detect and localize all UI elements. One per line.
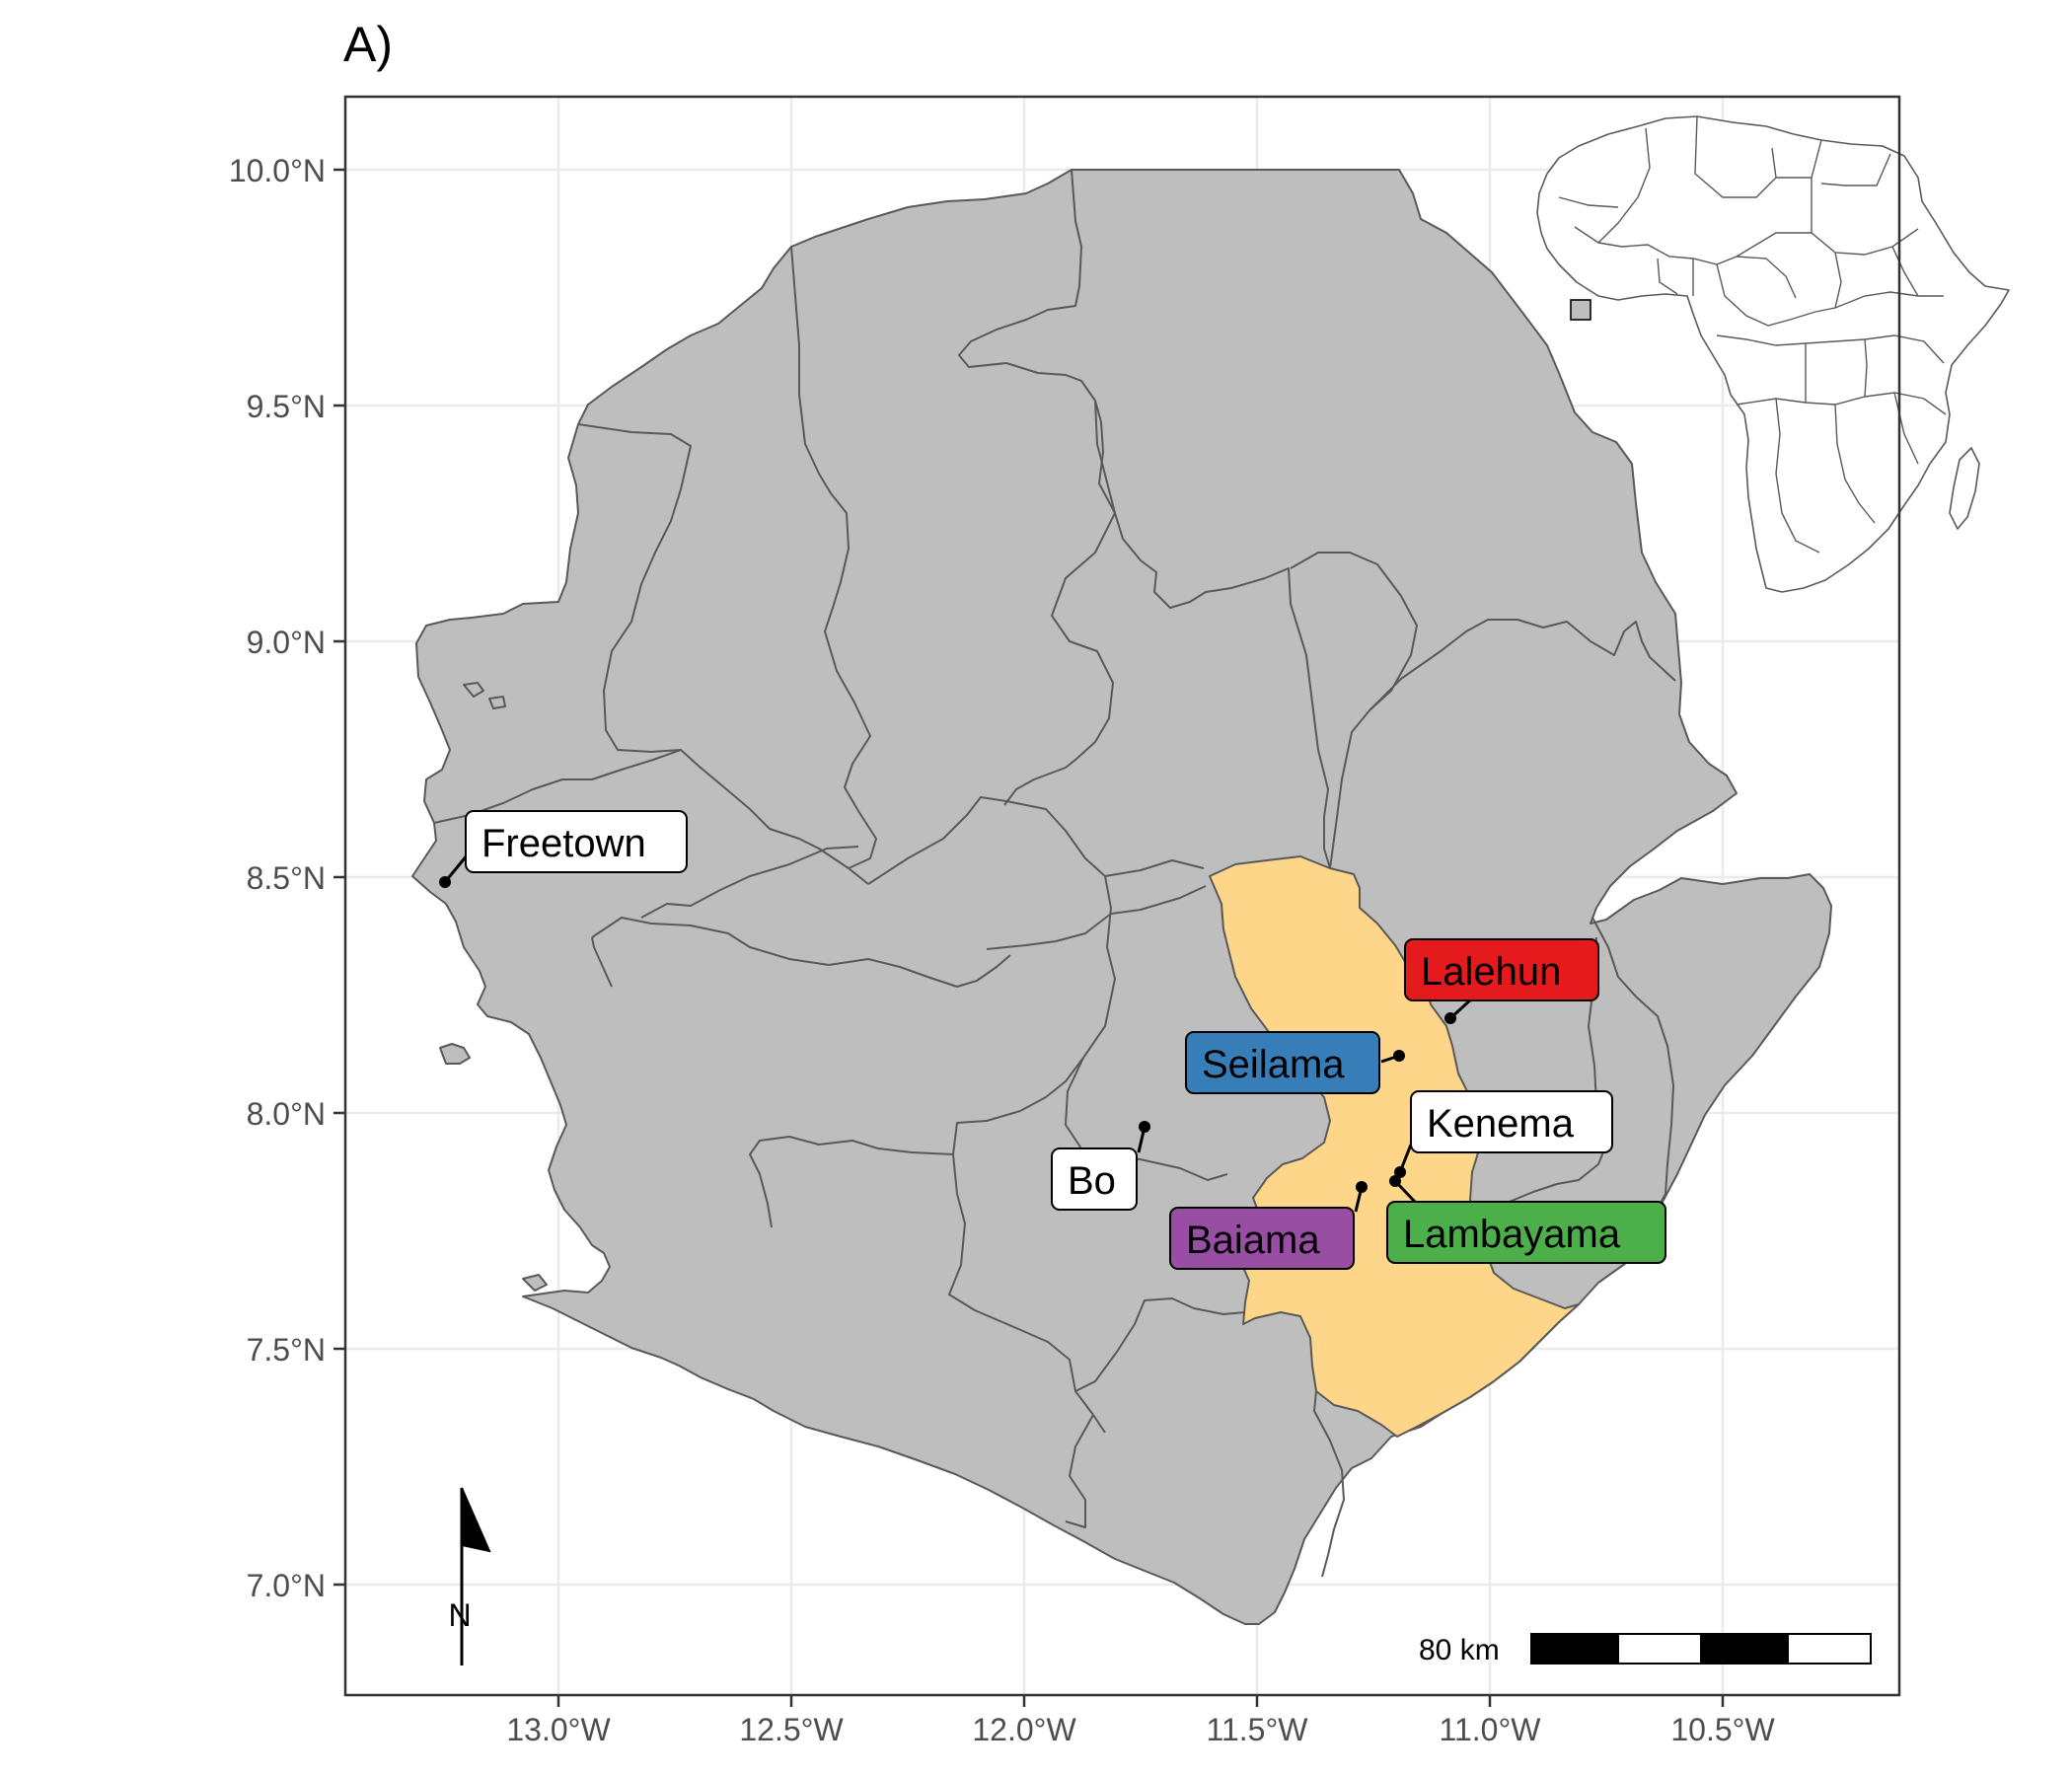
- lalehun-label-box: [1404, 938, 1599, 1001]
- north-arrow-icon: [461, 1487, 491, 1553]
- north-arrow: N: [448, 1487, 491, 1665]
- freetown-label-box: [465, 810, 688, 873]
- bo-marker: [1139, 1121, 1150, 1133]
- freetown-label: Freetown: [439, 810, 688, 888]
- bo-label-box: [1051, 1147, 1138, 1211]
- y-axis-labels: 10.0°N 9.5°N 9.0°N 8.5°N 8.0°N 7.5°N 7.0…: [229, 153, 326, 1603]
- panel-border: [343, 95, 1901, 1697]
- lalehun-label: Lalehun: [1404, 938, 1599, 1024]
- baiama-label-text: Baiama: [1186, 1219, 1320, 1262]
- seilama-marker: [1393, 1050, 1405, 1062]
- seilama-label: Seilama: [1185, 1031, 1405, 1094]
- coastal-islands: [439, 682, 548, 1292]
- bo-label: Bo: [1051, 1121, 1150, 1211]
- bo-label-text: Bo: [1068, 1159, 1116, 1203]
- y-tick-label: 7.0°N: [247, 1568, 326, 1603]
- lambayama-label-text: Lambayama: [1403, 1213, 1621, 1256]
- x-tick-label: 11.5°W: [1207, 1712, 1309, 1747]
- lalehun-marker: [1444, 1012, 1456, 1024]
- x-tick-label: 13.0°W: [506, 1712, 611, 1747]
- y-tick-label: 10.0°N: [229, 153, 326, 188]
- kenema-label-text: Kenema: [1427, 1102, 1575, 1146]
- baiama-label-box: [1169, 1207, 1355, 1270]
- x-tick-label: 12.5°W: [739, 1712, 844, 1747]
- seilama-label-box: [1185, 1031, 1380, 1094]
- kenema-label-box: [1410, 1090, 1613, 1153]
- scale-bar: 80 km: [1419, 1633, 1872, 1666]
- kenema-marker: [1394, 1166, 1406, 1178]
- x-tick-label: 12.0°W: [972, 1712, 1076, 1747]
- lambayama-label: Lambayama: [1386, 1175, 1666, 1264]
- scale-bar-label: 80 km: [1419, 1634, 1500, 1666]
- y-tick-label: 7.5°N: [247, 1332, 326, 1368]
- axis-ticks: [333, 168, 1725, 1707]
- panel-title: A): [343, 17, 393, 72]
- x-tick-label: 10.5°W: [1670, 1712, 1775, 1747]
- y-tick-label: 9.5°N: [247, 389, 326, 424]
- kenema-label: Kenema: [1394, 1090, 1613, 1178]
- lalehun-label-text: Lalehun: [1421, 950, 1561, 994]
- district-boundaries: [433, 169, 1676, 1578]
- baiama-label: Baiama: [1169, 1181, 1368, 1270]
- y-tick-label: 9.0°N: [247, 625, 326, 660]
- north-label: N: [448, 1597, 471, 1633]
- lambayama-marker: [1389, 1175, 1401, 1187]
- y-tick-label: 8.5°N: [247, 860, 326, 896]
- lambayama-label-box: [1386, 1201, 1666, 1264]
- inset-location-box: [1570, 299, 1591, 321]
- x-tick-label: 11.0°W: [1440, 1712, 1542, 1747]
- y-tick-label: 8.0°N: [247, 1096, 326, 1132]
- x-axis-labels: 13.0°W 12.5°W 12.0°W 11.5°W 11.0°W 10.5°…: [506, 1712, 1775, 1747]
- seilama-label-text: Seilama: [1202, 1043, 1345, 1086]
- freetown-label-text: Freetown: [481, 822, 646, 865]
- freetown-marker: [439, 876, 451, 888]
- baiama-marker: [1356, 1181, 1368, 1193]
- africa-inset: [1536, 115, 2010, 593]
